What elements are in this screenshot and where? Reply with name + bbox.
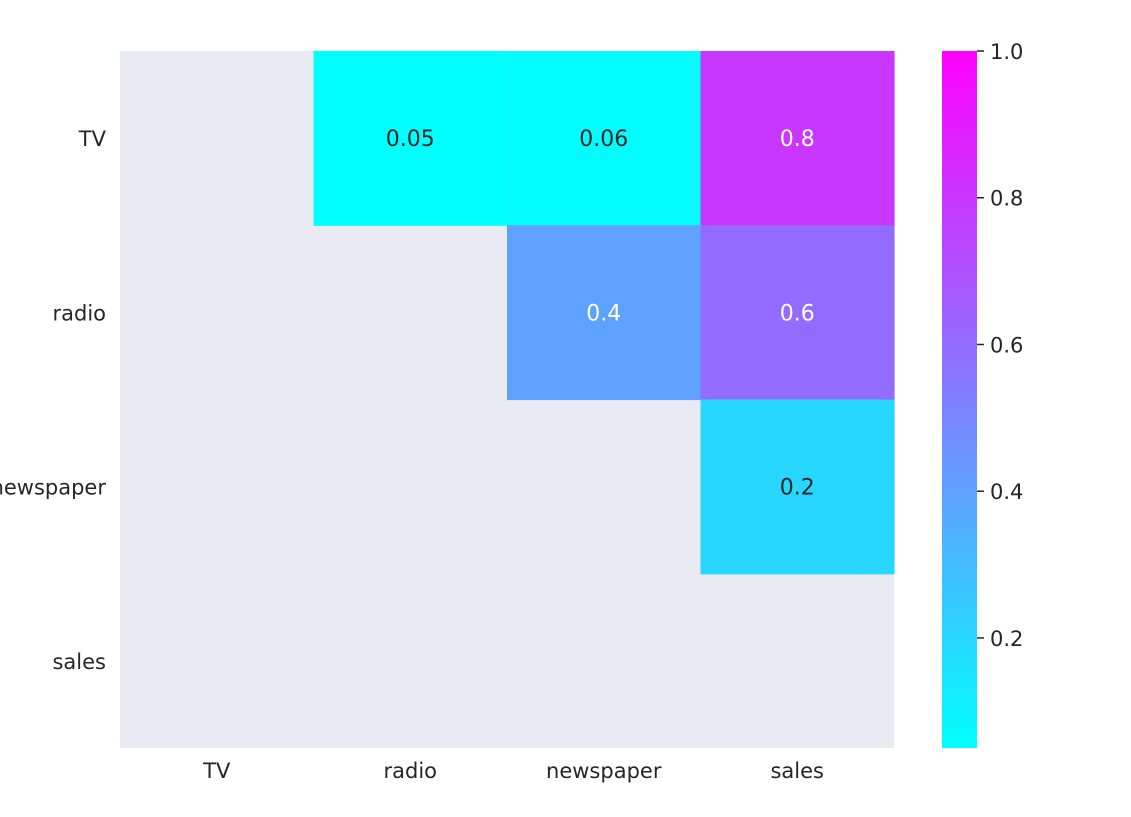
cell-value-label: 0.06 (579, 127, 628, 152)
x-tick-label: newspaper (546, 759, 662, 783)
y-tick-label: TV (78, 127, 107, 151)
cell-value-label: 0.8 (780, 127, 815, 152)
colorbar: 0.2 0.4 0.6 0.8 1.0 (942, 40, 1023, 748)
y-axis-tick-labels: TV radio newspaper sales (0, 127, 107, 674)
x-axis-tick-labels: TV radio newspaper sales (202, 759, 824, 783)
colorbar-tick-label: 0.4 (990, 480, 1023, 504)
heatmap-cell-labels: 0.05 0.06 0.8 0.4 0.6 0.2 (386, 127, 815, 501)
cell-value-label: 0.2 (780, 476, 815, 501)
x-tick-label: sales (770, 759, 824, 783)
x-tick-label: TV (202, 759, 231, 783)
colorbar-tick-label: 0.8 (990, 187, 1023, 211)
heatmap-cell-radio-sales (700, 225, 895, 401)
cell-value-label: 0.6 (780, 301, 815, 326)
colorbar-gradient (942, 51, 977, 748)
cell-value-label: 0.05 (386, 127, 435, 152)
heatmap-cell-TV-radio (313, 51, 508, 226)
y-tick-label: radio (52, 301, 106, 325)
heatmap-cells (313, 51, 895, 575)
x-tick-label: radio (383, 759, 437, 783)
heatmap-cell-TV-newspaper (507, 51, 702, 226)
heatmap-cell-TV-sales (700, 51, 895, 226)
colorbar-tick-label: 0.6 (990, 333, 1023, 357)
colorbar-tick-label: 0.2 (990, 627, 1023, 651)
cell-value-label: 0.4 (586, 301, 621, 326)
heatmap-cell-radio-newspaper (507, 225, 702, 401)
heatmap-cell-newspaper-sales (700, 399, 895, 575)
y-tick-label: sales (52, 650, 106, 674)
y-tick-label: newspaper (0, 476, 106, 500)
colorbar-tick-label: 1.0 (990, 40, 1023, 64)
